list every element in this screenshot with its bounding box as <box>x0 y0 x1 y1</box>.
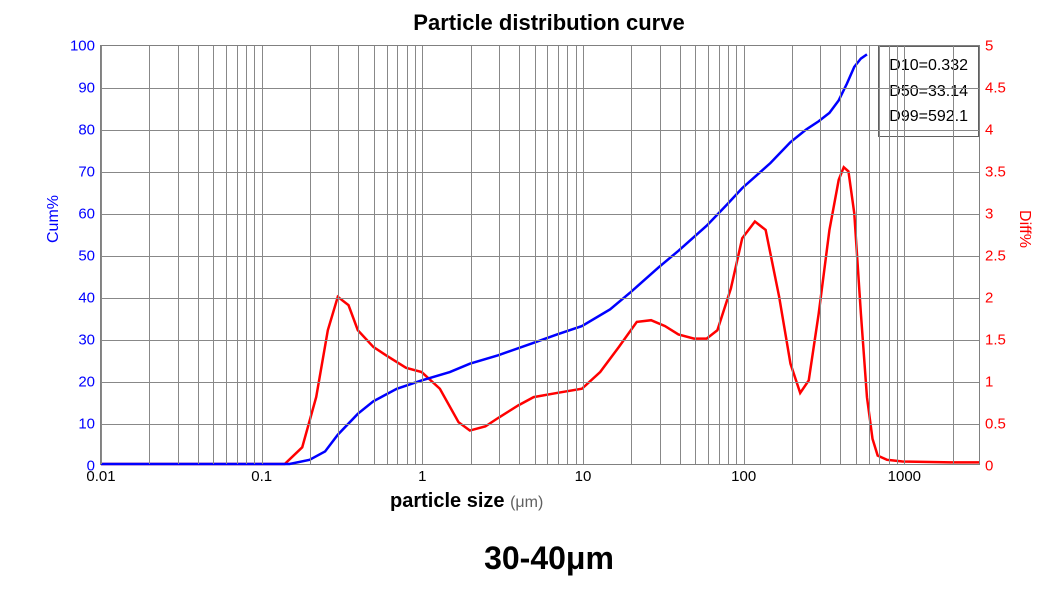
d10-stat: D10=0.332 <box>889 53 968 79</box>
plot-area: D10=0.332 D50=33.14 D99=592.1 0102030405… <box>100 45 980 465</box>
y-right-tick: 2.5 <box>985 248 1006 265</box>
y-right-tick: 1.5 <box>985 332 1006 349</box>
x-tick: 0.1 <box>251 468 272 485</box>
y-left-tick: 70 <box>78 164 95 181</box>
y-right-tick: 1 <box>985 374 993 391</box>
y-left-axis-label: Cum% <box>45 195 63 243</box>
gridline-v-minor <box>415 46 416 464</box>
y-right-tick: 4.5 <box>985 80 1006 97</box>
chart-svg <box>101 46 979 464</box>
x-tick: 0.01 <box>86 468 115 485</box>
gridline-h <box>101 88 979 89</box>
gridline-v-minor <box>471 46 472 464</box>
gridline-h <box>101 424 979 425</box>
gridline-v-minor <box>338 46 339 464</box>
y-right-tick: 0 <box>985 458 993 475</box>
gridline-v-minor <box>576 46 577 464</box>
gridline-v-minor <box>310 46 311 464</box>
x-tick: 1000 <box>888 468 921 485</box>
gridline-v-minor <box>178 46 179 464</box>
y-left-tick: 80 <box>78 122 95 139</box>
y-left-tick: 90 <box>78 80 95 97</box>
gridline-v-minor <box>695 46 696 464</box>
gridline-h <box>101 256 979 257</box>
gridline-v-minor <box>499 46 500 464</box>
gridline-v-minor <box>246 46 247 464</box>
y-right-tick: 4 <box>985 122 993 139</box>
gridline-v-minor <box>660 46 661 464</box>
gridline-v-minor <box>953 46 954 464</box>
y-right-tick: 2 <box>985 290 993 307</box>
gridline-v-minor <box>840 46 841 464</box>
y-left-tick: 100 <box>70 38 95 55</box>
gridline-v-minor <box>547 46 548 464</box>
gridline-h <box>101 172 979 173</box>
gridline-v-minor <box>680 46 681 464</box>
gridline-v-minor <box>820 46 821 464</box>
gridline-v-minor <box>889 46 890 464</box>
bottom-caption: 30-40μm <box>50 540 1048 577</box>
x-tick: 1 <box>418 468 426 485</box>
y-left-tick: 10 <box>78 416 95 433</box>
gridline-v-minor <box>567 46 568 464</box>
gridline-v-major <box>744 46 745 464</box>
chart-container: Particle distribution curve Cum% Diff% D… <box>10 10 1048 510</box>
gridline-h <box>101 382 979 383</box>
y-right-tick: 3 <box>985 206 993 223</box>
x-axis-label-text: particle size <box>390 490 505 512</box>
gridline-v-minor <box>213 46 214 464</box>
gridline-v-minor <box>149 46 150 464</box>
gridline-v-minor <box>374 46 375 464</box>
gridline-v-minor <box>728 46 729 464</box>
gridline-v-major <box>583 46 584 464</box>
gridline-h <box>101 298 979 299</box>
d50-stat: D50=33.14 <box>889 79 968 105</box>
x-tick: 100 <box>731 468 756 485</box>
y-right-tick: 5 <box>985 38 993 55</box>
gridline-v-minor <box>736 46 737 464</box>
gridline-v-minor <box>358 46 359 464</box>
gridline-v-minor <box>558 46 559 464</box>
stats-legend: D10=0.332 D50=33.14 D99=592.1 <box>878 46 979 137</box>
y-left-tick: 30 <box>78 332 95 349</box>
diff-line <box>101 167 979 464</box>
x-axis-label-unit: (μm) <box>510 494 543 511</box>
gridline-v-minor <box>708 46 709 464</box>
gridline-h <box>101 130 979 131</box>
gridline-v-minor <box>856 46 857 464</box>
y-left-tick: 60 <box>78 206 95 223</box>
chart-title: Particle distribution curve <box>50 10 1048 36</box>
gridline-v-minor <box>397 46 398 464</box>
gridline-v-major <box>904 46 905 464</box>
x-tick: 10 <box>575 468 592 485</box>
gridline-v-minor <box>869 46 870 464</box>
y-right-tick: 3.5 <box>985 164 1006 181</box>
gridline-v-minor <box>198 46 199 464</box>
gridline-v-minor <box>519 46 520 464</box>
gridline-v-minor <box>719 46 720 464</box>
d99-stat: D99=592.1 <box>889 104 968 130</box>
x-axis-label: particle size (μm) <box>390 490 543 513</box>
gridline-v-minor <box>631 46 632 464</box>
gridline-v-minor <box>879 46 880 464</box>
gridline-v-minor <box>792 46 793 464</box>
gridline-h <box>101 214 979 215</box>
y-left-tick: 40 <box>78 290 95 307</box>
y-right-tick: 0.5 <box>985 416 1006 433</box>
y-right-axis-label: Diff% <box>1015 210 1033 248</box>
gridline-h <box>101 340 979 341</box>
gridline-v-minor <box>535 46 536 464</box>
gridline-v-major <box>262 46 263 464</box>
gridline-v-minor <box>237 46 238 464</box>
gridline-v-major <box>422 46 423 464</box>
cum-line <box>101 54 867 464</box>
gridline-v-minor <box>407 46 408 464</box>
gridline-v-major <box>101 46 102 464</box>
gridline-v-minor <box>897 46 898 464</box>
gridline-v-minor <box>254 46 255 464</box>
y-left-tick: 50 <box>78 248 95 265</box>
gridline-v-minor <box>387 46 388 464</box>
y-left-tick: 20 <box>78 374 95 391</box>
gridline-v-minor <box>226 46 227 464</box>
